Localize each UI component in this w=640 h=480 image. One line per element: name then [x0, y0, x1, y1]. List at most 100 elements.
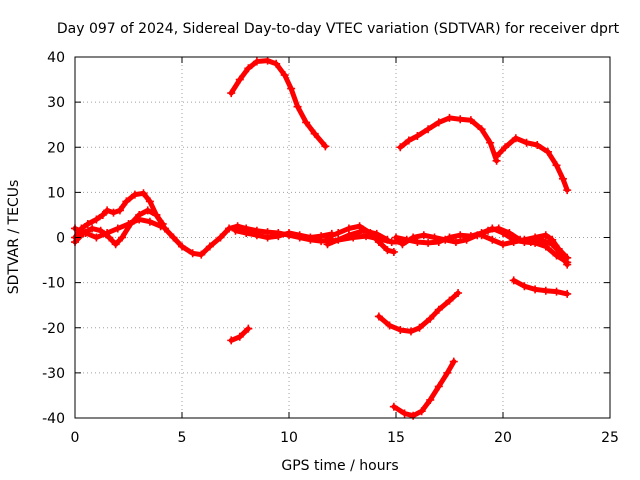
data-point — [274, 232, 283, 241]
data-point — [389, 247, 398, 256]
data-point — [235, 75, 244, 84]
data-point — [484, 226, 493, 235]
data-point — [310, 129, 319, 138]
data-point — [178, 242, 186, 251]
data-point — [505, 228, 514, 237]
data-point — [263, 233, 272, 242]
data-point — [115, 206, 124, 215]
data-point — [349, 233, 358, 242]
data-point — [244, 64, 253, 73]
data-point — [344, 224, 353, 233]
data-point — [492, 152, 501, 161]
data-point — [413, 131, 422, 140]
data-point — [122, 197, 131, 206]
data-point — [522, 138, 531, 147]
x-axis-title: GPS time / hours — [281, 458, 398, 474]
data-point — [205, 242, 214, 251]
x-tick-label: 10 — [280, 430, 298, 446]
y-tick-label: -20 — [42, 321, 65, 337]
y-axis-title: SDTVAR / TECUs — [6, 180, 22, 295]
data-point — [400, 409, 409, 418]
x-tick-label: 25 — [601, 430, 619, 446]
series-arc-right-3 — [479, 232, 570, 261]
data-point — [548, 235, 557, 244]
data-point — [145, 197, 154, 206]
data-point — [558, 174, 567, 183]
data-point — [88, 224, 97, 233]
data-point — [520, 282, 529, 291]
data-point — [334, 228, 343, 237]
data-point — [317, 232, 326, 241]
data-point — [449, 357, 458, 366]
data-point — [541, 231, 550, 240]
data-point — [456, 231, 465, 240]
data-point — [563, 260, 572, 269]
data-point — [494, 224, 503, 233]
data-point — [92, 215, 101, 224]
data-point — [398, 240, 407, 249]
data-point — [554, 244, 563, 253]
data-point — [355, 222, 364, 231]
data-point — [541, 286, 550, 295]
data-point — [392, 233, 400, 242]
data-point — [92, 233, 101, 242]
data-point — [252, 57, 261, 66]
data-point — [109, 208, 118, 217]
data-point — [383, 246, 392, 255]
data-point — [509, 276, 518, 285]
data-point — [531, 233, 540, 242]
data-point — [156, 222, 165, 231]
data-point — [419, 231, 428, 240]
data-point — [225, 224, 234, 233]
data-point — [563, 289, 572, 298]
data-point — [81, 228, 90, 237]
data-point — [252, 231, 261, 240]
data-point — [135, 215, 144, 224]
data-point — [424, 125, 433, 134]
data-point — [169, 233, 178, 242]
y-tick-label: 30 — [47, 95, 65, 111]
chart-title: Day 097 of 2024, Sidereal Day-to-day VTE… — [57, 21, 620, 37]
data-point — [145, 217, 154, 226]
data-point — [426, 395, 435, 404]
data-point — [434, 305, 443, 314]
y-tick-label: 40 — [47, 50, 65, 66]
y-tick-label: 10 — [47, 185, 65, 201]
data-point — [409, 233, 418, 242]
data-point — [456, 115, 465, 124]
data-point — [499, 240, 507, 249]
data-point — [454, 289, 463, 298]
data-point — [231, 226, 240, 235]
data-point — [477, 231, 486, 240]
data-point — [543, 147, 552, 156]
x-tick-label: 0 — [71, 430, 80, 446]
data-point — [445, 296, 454, 305]
data-point — [235, 332, 244, 341]
data-point — [244, 324, 253, 333]
data-point — [563, 253, 572, 262]
data-point — [105, 233, 114, 242]
data-point — [533, 140, 542, 149]
data-point — [103, 206, 112, 215]
x-tick-label: 15 — [387, 430, 405, 446]
y-tick-label: 0 — [56, 231, 65, 247]
data-point — [387, 238, 396, 247]
y-tick-label: -30 — [42, 366, 65, 382]
data-point — [477, 125, 486, 134]
data-point — [413, 238, 422, 247]
data-point — [563, 186, 572, 195]
ticks: 0 5 10 15 20 25 -40 -30 -20 -10 0 10 20 30 40 — [42, 50, 619, 446]
data-point — [280, 71, 289, 80]
data-point — [242, 228, 251, 237]
data-point — [511, 134, 520, 143]
data-point — [302, 118, 311, 127]
data-point — [263, 56, 272, 65]
data-point — [216, 233, 225, 242]
data-point — [103, 228, 112, 237]
data-point — [466, 116, 475, 125]
data-point — [374, 312, 383, 321]
data-point — [227, 89, 236, 98]
data-point — [385, 321, 394, 330]
data-point — [552, 251, 561, 260]
data-point — [404, 136, 413, 145]
